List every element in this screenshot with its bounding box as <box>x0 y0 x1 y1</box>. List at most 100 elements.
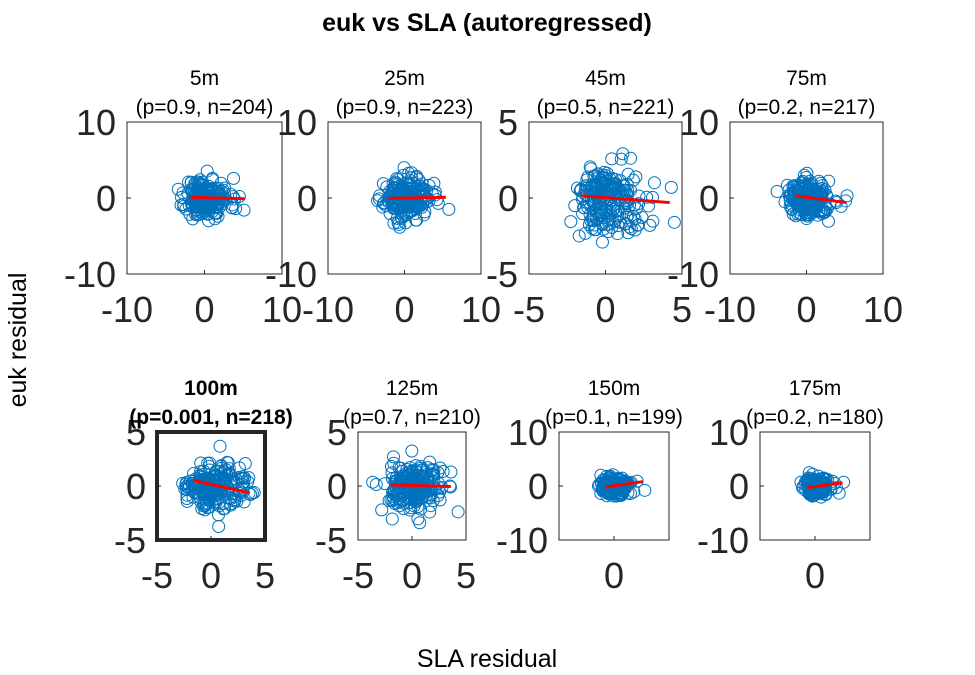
scatter-point <box>614 152 628 166</box>
scatter-point <box>580 173 594 187</box>
panel-depth-title: 175m <box>789 377 842 400</box>
panel-depth-title: 75m <box>786 67 827 90</box>
scatter-point <box>389 475 403 489</box>
scatter-point <box>812 174 826 188</box>
scatter-point <box>409 492 423 506</box>
fit-line <box>794 194 847 205</box>
panel-stats-title: (p=0.9, n=204) <box>136 96 274 119</box>
scatter-point <box>608 205 622 219</box>
scatter-point <box>397 161 411 175</box>
fit-line <box>580 194 670 205</box>
y-tick-label: 0 <box>327 466 347 507</box>
scatter-point <box>621 226 635 240</box>
scatter-point <box>647 176 661 190</box>
y-tick-label: 0 <box>729 466 749 507</box>
scatter-point <box>596 175 610 189</box>
y-tick-label: -5 <box>486 254 518 295</box>
scatter-point <box>380 180 394 194</box>
y-tick-label: 10 <box>76 102 116 143</box>
scatter-point <box>386 450 400 464</box>
scatter-point <box>237 203 251 217</box>
scatter-point <box>667 215 681 229</box>
scatter-point <box>646 214 660 228</box>
scatter-point <box>604 180 618 194</box>
scatter-point <box>411 512 425 526</box>
scatter-point <box>409 213 423 227</box>
scatter-point <box>405 444 419 458</box>
x-tick-label: 5 <box>456 555 476 596</box>
scatter-point <box>815 181 829 195</box>
scatter-point <box>423 455 437 469</box>
panel-depth-title: 5m <box>190 67 219 90</box>
scatter-point <box>396 195 410 209</box>
scatter-point <box>616 147 630 161</box>
y-tick-label: 0 <box>528 466 548 507</box>
scatter-point <box>783 199 797 213</box>
scatter-point <box>193 195 207 209</box>
fit-line <box>193 479 251 495</box>
scatter-point <box>584 162 598 176</box>
fit-line <box>190 195 245 201</box>
x-tick-label: -5 <box>513 289 545 330</box>
scatter-point <box>216 502 230 516</box>
x-tick-label: 10 <box>863 289 903 330</box>
scatter-point <box>587 218 601 232</box>
scatter-point <box>451 505 465 519</box>
scatter-point <box>620 210 634 224</box>
scatter-point <box>613 174 627 188</box>
y-tick-label: 0 <box>297 178 317 219</box>
scatter-point <box>176 186 190 200</box>
scatter-point <box>829 481 843 495</box>
scatter-point <box>388 474 402 488</box>
scatter-point <box>617 480 631 494</box>
scatter-point <box>428 188 442 202</box>
scatter-point <box>224 187 238 201</box>
y-tick-label: 10 <box>277 102 317 143</box>
panel-depth-title: 150m <box>588 377 641 400</box>
scatter-point <box>384 460 398 474</box>
scatter-point <box>379 198 393 212</box>
scatter-point <box>237 495 251 509</box>
scatter-point <box>629 170 643 184</box>
scatter-point <box>417 182 431 196</box>
scatter-point <box>572 229 586 243</box>
scatter-point <box>389 176 403 190</box>
scatter-point <box>787 180 801 194</box>
scatter-point <box>814 176 828 190</box>
subplot-75m: -10 0 10 -10 0 10 75m (p=0.2, n=217) <box>667 67 903 330</box>
scatter-point <box>207 194 221 208</box>
y-tick-label: 0 <box>699 178 719 219</box>
scatter-point <box>186 212 200 226</box>
y-tick-label: 5 <box>126 412 146 453</box>
x-tick-label: 0 <box>805 555 825 596</box>
scatter-point <box>601 213 615 227</box>
scatter-point <box>372 192 386 206</box>
scatter-point <box>564 215 578 229</box>
scatter-point <box>626 209 640 223</box>
y-tick-label: -10 <box>667 254 719 295</box>
scatter-point <box>369 478 383 492</box>
scatter-point <box>236 475 250 489</box>
scatter-point <box>630 474 644 488</box>
scatter-point <box>643 218 657 232</box>
scatter-point <box>586 209 600 223</box>
scatter-point <box>801 471 815 485</box>
scatter-point <box>171 182 185 196</box>
subplot-150m: 0 -10 0 10 150m (p=0.1, n=199) <box>496 377 683 596</box>
scatter-point <box>206 469 220 483</box>
y-tick-label: 5 <box>327 412 347 453</box>
scatter-point <box>393 220 407 234</box>
scatter-point <box>620 177 634 191</box>
scatter-point <box>387 456 401 470</box>
scatter-point <box>404 174 418 188</box>
scatter-point <box>638 483 652 497</box>
x-tick-label: 0 <box>796 289 816 330</box>
y-tick-label: -10 <box>697 520 749 561</box>
scatter-point <box>607 188 621 202</box>
scatter-point <box>403 461 417 475</box>
scatter-point <box>819 482 833 496</box>
scatter-point <box>427 475 441 489</box>
